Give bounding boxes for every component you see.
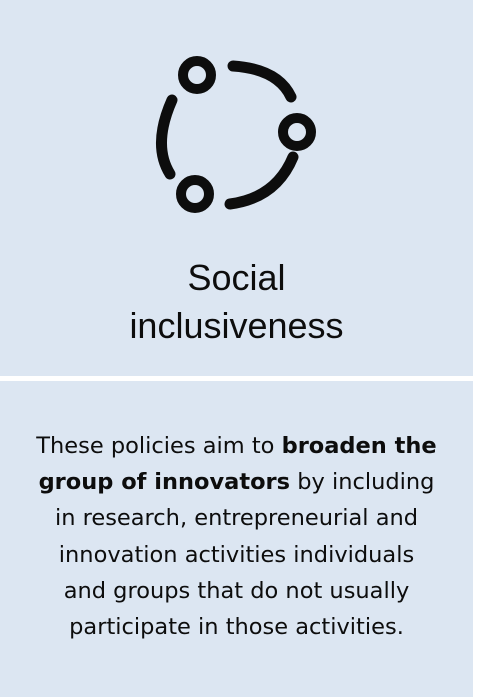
card-title-line-2: inclusiveness [129, 305, 344, 346]
card-title-line-1: Social [187, 257, 286, 298]
description-line-3: in research, entrepreneurial and [54, 505, 419, 532]
title-panel: Social inclusiveness [0, 0, 473, 376]
description-line-1-bold: broaden the [281, 433, 437, 459]
description-line-1: These policies aim to broaden the [0, 428, 473, 464]
description-line-4: innovation activities individuals [58, 541, 415, 568]
description-line-1-text: These policies aim to [36, 433, 282, 459]
description-line-2-bold: group of innovators [38, 469, 291, 496]
description-line-6: participate in those activities. [69, 614, 404, 641]
description-line-5: and groups that do not usually [63, 577, 410, 604]
description-line-2: group of innovators by including [0, 464, 473, 500]
description-panel [0, 381, 473, 697]
card-description: These policies aim to broaden the group … [0, 428, 473, 645]
card-title: Social inclusiveness [0, 254, 473, 350]
social-network-circle-icon [150, 55, 322, 220]
description-line-2-text: by including [290, 469, 435, 496]
